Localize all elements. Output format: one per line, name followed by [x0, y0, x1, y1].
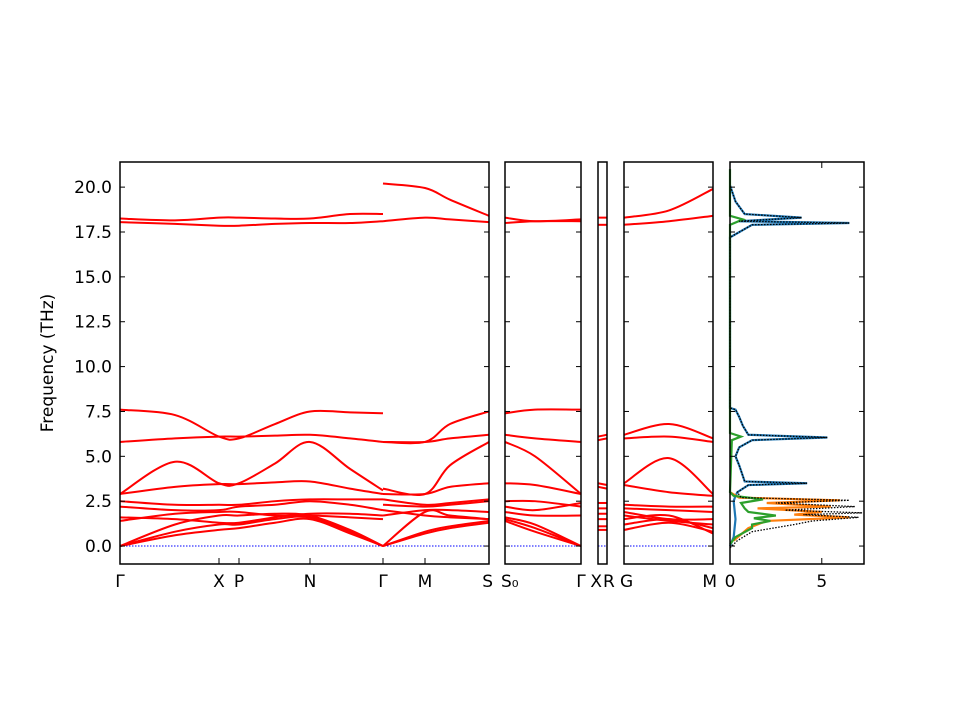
x-tick-label: P [234, 572, 244, 592]
phonon-band-line [119, 440, 384, 495]
phonon-band-line [119, 408, 384, 441]
phonon-band-line [119, 220, 384, 227]
phonon-band-line [504, 501, 582, 512]
y-tick-label: 2.5 [85, 492, 112, 512]
x-tick-label: M [418, 572, 433, 592]
phonon-band-line [504, 441, 582, 495]
phonon-band-line [623, 457, 714, 495]
phonon-band-line [382, 509, 490, 521]
phonon-band-line [623, 507, 714, 513]
panel-frame [119, 161, 490, 565]
phonon-band-line [597, 485, 608, 490]
phonon-band-line [382, 498, 490, 506]
dos-frame [729, 161, 865, 565]
x-tick-label: X [590, 572, 602, 592]
phonon-band-line [382, 182, 490, 217]
x-tick-label: X [213, 572, 225, 592]
phonon-band-line [119, 212, 384, 222]
phonon-band-line [623, 435, 714, 443]
x-tick-label: Γ [378, 572, 388, 592]
y-tick-label: 15.0 [74, 268, 112, 288]
phonon-band-line [504, 433, 582, 443]
x-tick-label: S [482, 572, 493, 592]
panel-frame [504, 161, 582, 565]
y-tick-label: 17.5 [74, 223, 112, 243]
phonon-band-line [382, 216, 490, 224]
phonon-band-line [623, 484, 714, 497]
phonon-band-line [382, 482, 490, 496]
phonon-band-line [597, 433, 608, 438]
phonon-band-line [623, 188, 714, 219]
phonon-band-line [504, 510, 582, 517]
phonon-band-line [504, 482, 582, 495]
phonon-band-line [504, 519, 582, 548]
phonon-band-line [623, 214, 714, 226]
phonon-band-line [623, 423, 714, 440]
x-tick-label: M [702, 572, 717, 592]
x-tick-label: S₀ [501, 572, 519, 592]
x-tick-label: Γ [115, 572, 125, 592]
y-tick-label: 5.0 [85, 447, 112, 467]
phonon-band-line [119, 480, 384, 496]
panel-frame [597, 161, 608, 565]
dos-x-tick-label: 5 [816, 572, 827, 592]
y-tick-label: 7.5 [85, 402, 112, 422]
phonon-band-line [504, 408, 582, 415]
phonon-band-line [504, 220, 582, 225]
x-tick-label: G [620, 572, 633, 592]
phonon-band-line [382, 433, 490, 444]
phonon-band-line [119, 515, 384, 548]
band-panel-2: S₀ Γ [501, 161, 586, 592]
phonon-band-line [382, 410, 490, 445]
phonon-band-line [382, 441, 490, 496]
phonon-band-line [119, 433, 384, 443]
x-tick-label: R [603, 572, 615, 592]
y-tick-label: 12.5 [74, 313, 112, 333]
panel-frame [623, 161, 714, 565]
y-tick-label: 20.0 [74, 178, 112, 198]
y-tick-label: 10.0 [74, 358, 112, 378]
y-tick-label: 0.0 [85, 537, 112, 557]
phonon-band-line [119, 517, 384, 548]
phonon-band-line [382, 521, 490, 548]
phonon-band-line [597, 437, 608, 442]
dos-x-tick-label: 0 [725, 572, 736, 592]
phonon-band-line [623, 513, 714, 535]
x-tick-label: Γ [576, 572, 586, 592]
phonon-band-line [623, 503, 714, 508]
phonon-band-line [623, 518, 714, 530]
phonon-band-line [119, 512, 384, 525]
x-tick-label: N [304, 572, 317, 592]
y-axis-label: Frequency (THz) [38, 294, 58, 433]
phonon-band-line [382, 500, 490, 508]
dos-line-total [729, 185, 863, 549]
phonon-band-line [119, 510, 384, 522]
phonon-band-line [119, 498, 383, 507]
phonon-band-line [119, 500, 384, 512]
dos-line-blue [728, 184, 850, 547]
phonon-band-line [597, 482, 608, 487]
